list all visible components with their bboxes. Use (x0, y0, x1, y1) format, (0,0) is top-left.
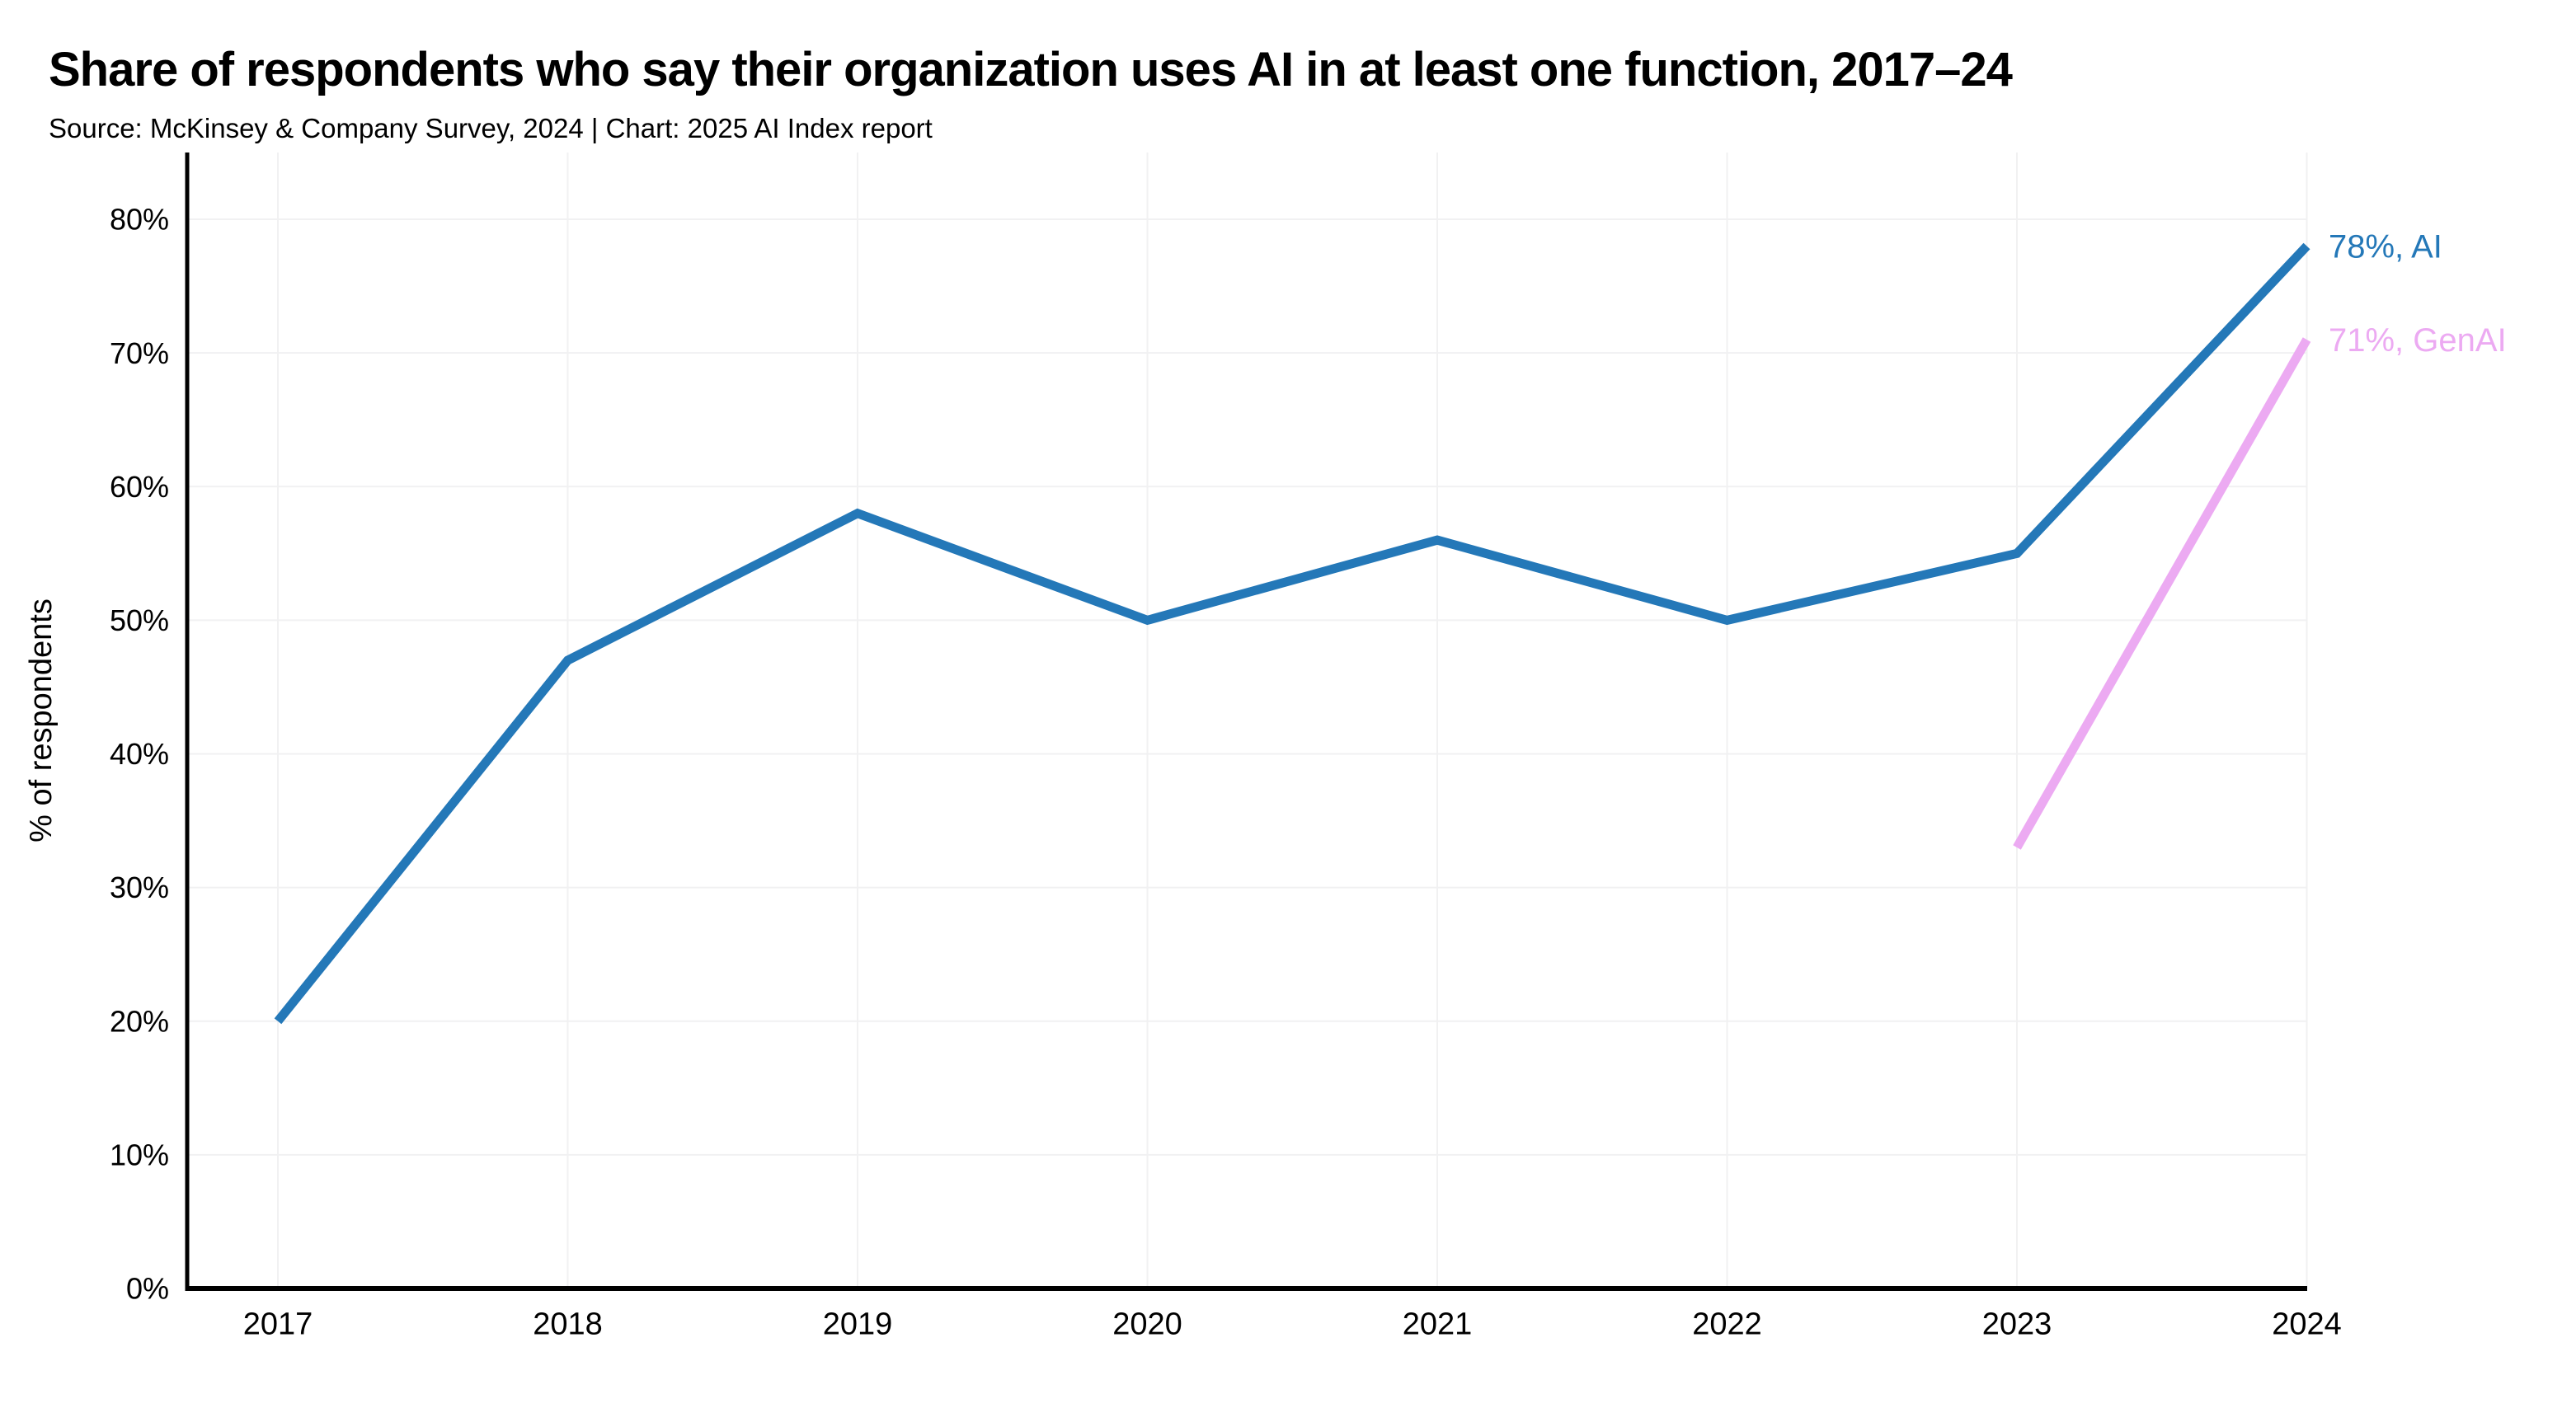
series-end-label-genai: 71%, GenAI (2329, 322, 2507, 359)
x-tick-label-2017: 2017 (243, 1307, 313, 1341)
y-tick-label-10: 10% (110, 1138, 169, 1171)
chart-title: Share of respondents who say their organ… (49, 43, 2013, 96)
y-tick-label-30: 30% (110, 871, 169, 904)
y-tick-label-0: 0% (126, 1272, 169, 1306)
x-tick-label-2018: 2018 (533, 1307, 603, 1341)
x-tick-label-2022: 2022 (1692, 1307, 1762, 1341)
x-tick-label-2020: 2020 (1112, 1307, 1182, 1341)
y-tick-label-70: 70% (110, 336, 169, 370)
y-axis-title: % of respondents (24, 598, 59, 842)
x-tick-label-2019: 2019 (823, 1307, 893, 1341)
series-line-ai (274, 242, 2310, 1025)
y-tick-label-40: 40% (110, 737, 169, 771)
x-tick-label-2021: 2021 (1403, 1307, 1473, 1341)
y-tick-label-20: 20% (110, 1004, 169, 1038)
series-line-genai (2013, 337, 2311, 850)
y-tick-label-80: 80% (110, 203, 169, 237)
series-end-label-ai: 78%, AI (2329, 228, 2442, 265)
y-tick-label-60: 60% (110, 470, 169, 504)
chart-source-caption: Source: McKinsey & Company Survey, 2024 … (49, 113, 933, 143)
x-tick-label-2024: 2024 (2272, 1307, 2342, 1341)
x-tick-label-2023: 2023 (1982, 1307, 2052, 1341)
y-tick-label-50: 50% (110, 603, 169, 637)
